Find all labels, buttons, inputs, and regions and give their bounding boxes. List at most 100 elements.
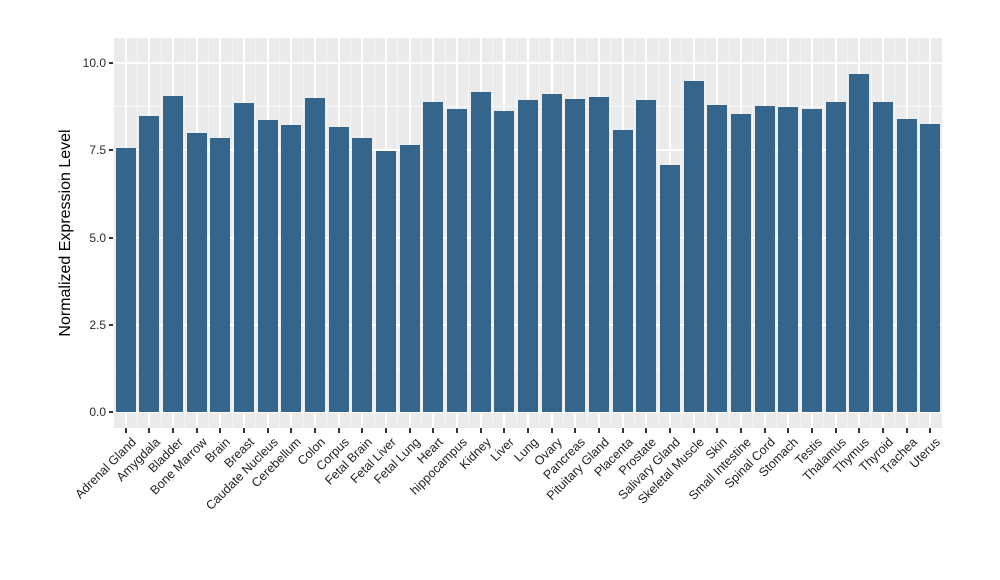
bar-caudate-nucleus bbox=[257, 120, 278, 412]
bar-adrenal-gland bbox=[115, 148, 136, 412]
y-tick-mark bbox=[109, 236, 113, 239]
x-tick-mark bbox=[432, 428, 435, 433]
x-tick-mark bbox=[787, 428, 790, 433]
bar-pituitary-gland bbox=[588, 97, 609, 412]
bar-bone-marrow bbox=[186, 133, 207, 412]
x-tick-mark bbox=[124, 428, 127, 433]
gridline-x-minor bbox=[184, 38, 186, 428]
bar-skin bbox=[707, 104, 728, 412]
gridline-x-minor bbox=[894, 38, 896, 428]
gridline-x-minor bbox=[846, 38, 848, 428]
x-tick-mark bbox=[219, 428, 222, 433]
x-tick-mark bbox=[172, 428, 175, 433]
bar-kidney bbox=[470, 92, 491, 412]
x-tick-mark bbox=[763, 428, 766, 433]
bar-ovary bbox=[541, 93, 562, 412]
x-tick-mark bbox=[314, 428, 317, 433]
x-tick-mark bbox=[503, 428, 506, 433]
gridline-x-minor bbox=[752, 38, 754, 428]
x-tick-mark bbox=[385, 428, 388, 433]
gridline-x-minor bbox=[137, 38, 139, 428]
gridline-x-minor bbox=[279, 38, 281, 428]
bar-prostate bbox=[636, 100, 657, 412]
x-tick-mark bbox=[905, 428, 908, 433]
y-tick-label: 7.5 bbox=[89, 143, 106, 158]
x-tick-mark bbox=[550, 428, 553, 433]
bar-uterus bbox=[920, 124, 941, 412]
x-tick-mark bbox=[692, 428, 695, 433]
x-tick-mark bbox=[148, 428, 151, 433]
gridline-x-minor bbox=[823, 38, 825, 428]
y-tick-mark bbox=[109, 62, 113, 65]
bar-breast bbox=[234, 102, 255, 412]
x-tick-mark bbox=[739, 428, 742, 433]
gridline-x-minor bbox=[917, 38, 919, 428]
gridline-x-minor bbox=[255, 38, 257, 428]
gridline-x-minor bbox=[515, 38, 517, 428]
bar-fetal-liver bbox=[376, 151, 397, 412]
gridline-x-minor bbox=[302, 38, 304, 428]
bar-bladder bbox=[163, 95, 184, 412]
gridline-x-minor bbox=[799, 38, 801, 428]
x-tick-mark bbox=[621, 428, 624, 433]
y-tick-label: 5.0 bbox=[89, 230, 106, 245]
bar-stomach bbox=[778, 106, 799, 412]
bar-corpus bbox=[328, 127, 349, 412]
gridline-x-minor bbox=[397, 38, 399, 428]
gridline-x-minor bbox=[681, 38, 683, 428]
bar-salivary-gland bbox=[659, 165, 680, 412]
bar-placenta bbox=[612, 129, 633, 412]
gridline-x-minor bbox=[539, 38, 541, 428]
gridline-x-minor bbox=[468, 38, 470, 428]
gridline-x-minor bbox=[444, 38, 446, 428]
bar-spinal-cord bbox=[754, 105, 775, 412]
gridline-x-minor bbox=[610, 38, 612, 428]
bar-heart bbox=[423, 102, 444, 412]
y-tick-label: 2.5 bbox=[89, 317, 106, 332]
gridline-x-minor bbox=[492, 38, 493, 428]
y-tick-mark bbox=[109, 411, 113, 413]
x-tick-mark bbox=[881, 428, 884, 433]
gridline-x-minor bbox=[208, 38, 210, 428]
bar-pancreas bbox=[565, 98, 586, 412]
y-tick-label: 10.0 bbox=[82, 56, 106, 71]
gridline-x-minor bbox=[562, 38, 564, 428]
gridline-x-minor bbox=[704, 38, 706, 428]
gridline-x-minor bbox=[728, 38, 730, 428]
gridline-x-minor bbox=[633, 38, 635, 428]
bar-colon bbox=[305, 98, 326, 412]
gridline-x-minor bbox=[775, 38, 777, 428]
gridline-x-minor bbox=[421, 38, 423, 428]
y-tick-mark bbox=[109, 323, 113, 326]
x-tick-mark bbox=[243, 428, 246, 433]
x-tick-mark bbox=[858, 428, 861, 433]
x-tick-mark bbox=[479, 428, 482, 433]
gridline-x-minor bbox=[373, 38, 375, 428]
x-tick-mark bbox=[574, 428, 577, 433]
bar-thalamus bbox=[825, 101, 846, 412]
x-tick-mark bbox=[266, 428, 269, 433]
x-tick-mark bbox=[527, 428, 529, 433]
x-tick-mark bbox=[337, 428, 340, 433]
bar-liver bbox=[494, 111, 515, 412]
bar-brain bbox=[210, 137, 231, 412]
bar-trachea bbox=[896, 118, 917, 412]
bar-hippocampus bbox=[447, 108, 468, 412]
x-tick-mark bbox=[668, 428, 671, 433]
gridline-x-minor bbox=[160, 38, 162, 428]
x-tick-mark bbox=[929, 428, 932, 433]
gridline-x-minor bbox=[870, 38, 872, 428]
x-tick-mark bbox=[195, 428, 198, 433]
x-tick-mark bbox=[361, 428, 364, 433]
bar-testis bbox=[801, 108, 822, 412]
bar-fetal-brain bbox=[352, 138, 373, 412]
bar-fetal-lung bbox=[399, 145, 420, 412]
gridline-x-minor bbox=[657, 38, 659, 428]
x-tick-mark bbox=[597, 428, 600, 433]
x-tick-mark bbox=[810, 428, 813, 433]
gridline-x-minor bbox=[326, 38, 328, 428]
bar-thymus bbox=[849, 74, 870, 412]
gridline-x-minor bbox=[231, 38, 233, 428]
x-tick-mark bbox=[716, 428, 719, 433]
